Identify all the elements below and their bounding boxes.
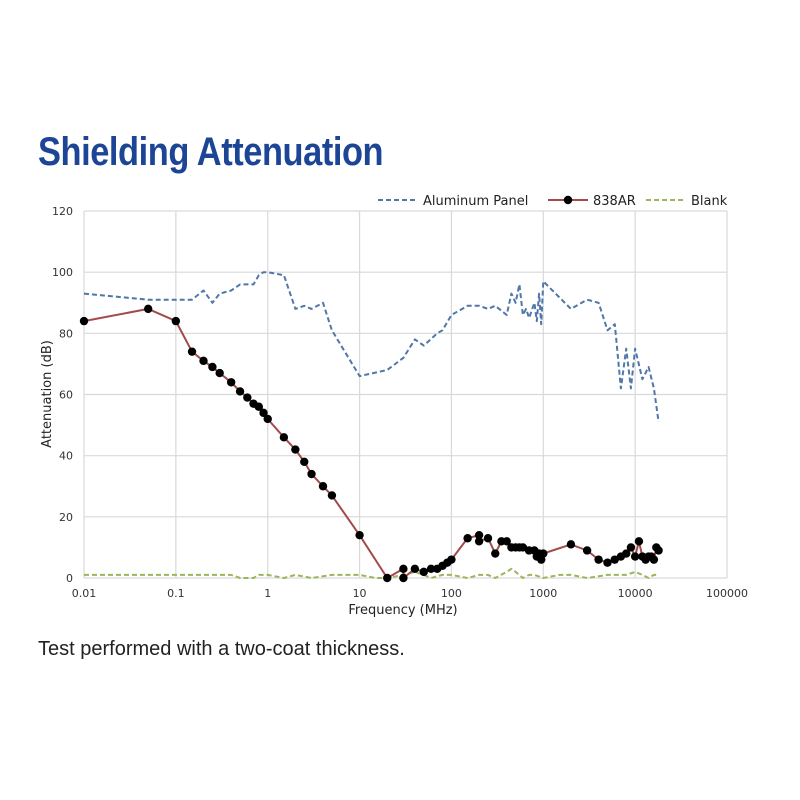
data-point xyxy=(259,408,268,418)
data-point xyxy=(410,564,420,574)
x-tick-label: 0.1 xyxy=(167,587,185,600)
data-point xyxy=(474,537,484,546)
data-point xyxy=(491,549,500,558)
data-point xyxy=(215,368,224,378)
page-title: Shielding Attenuation xyxy=(38,130,384,174)
series-line-aluminum-panel xyxy=(83,271,660,423)
y-axis-ticks: 0 20 40 60 80 100 120 xyxy=(52,205,73,585)
y-tick-label: 40 xyxy=(59,450,73,463)
series-line-838ar xyxy=(83,307,660,579)
series-blank xyxy=(84,567,659,579)
series-838ar xyxy=(79,304,663,583)
x-tick-label: 0.01 xyxy=(72,587,97,600)
data-point xyxy=(622,549,631,558)
data-point xyxy=(187,347,197,356)
data-point xyxy=(399,573,408,583)
series-line-blank xyxy=(84,567,659,579)
data-point xyxy=(318,482,328,491)
data-point xyxy=(144,304,153,314)
legend-label-aluminum-panel: Aluminum Panel xyxy=(423,194,528,209)
x-tick-label: 10 xyxy=(353,587,367,600)
y-tick-label: 100 xyxy=(52,266,73,279)
data-point xyxy=(383,573,392,583)
data-point xyxy=(79,316,89,326)
legend-label-blank: Blank xyxy=(691,194,728,209)
data-point xyxy=(235,387,245,396)
series-aluminum-panel xyxy=(83,271,660,423)
y-tick-label: 0 xyxy=(66,572,73,585)
data-point xyxy=(254,402,264,411)
caption: Test performed with a two-coat thickness… xyxy=(38,638,405,660)
data-point xyxy=(483,534,493,543)
data-point xyxy=(208,362,217,372)
x-tick-label: 10000 xyxy=(618,587,653,600)
data-point xyxy=(291,445,300,454)
data-point xyxy=(399,564,408,574)
y-axis-label: Attenuation (dB) xyxy=(40,340,55,448)
y-tick-label: 20 xyxy=(59,511,73,524)
legend-label-838ar: 838AR xyxy=(593,194,636,209)
legend-marker-838ar xyxy=(563,195,573,205)
data-point xyxy=(243,393,252,402)
data-point xyxy=(463,534,472,543)
data-point xyxy=(263,414,272,424)
x-tick-label: 100000 xyxy=(706,587,748,600)
x-axis-label: Frequency (MHz) xyxy=(348,603,457,618)
data-point xyxy=(199,356,208,366)
data-point xyxy=(594,555,603,564)
data-point xyxy=(502,537,511,546)
data-point xyxy=(626,543,636,552)
data-point xyxy=(474,530,484,540)
data-point xyxy=(654,546,663,555)
x-axis-ticks: 0.01 0.1 1 10 100 1000 10000 100000 xyxy=(72,587,748,600)
data-point xyxy=(634,537,644,546)
data-point xyxy=(355,530,364,540)
data-point xyxy=(566,540,576,549)
y-tick-label: 80 xyxy=(59,327,73,340)
x-tick-label: 100 xyxy=(441,587,462,600)
grid xyxy=(83,210,728,579)
x-tick-label: 1000 xyxy=(529,587,557,600)
series-layer xyxy=(79,271,663,583)
data-point xyxy=(582,546,592,555)
data-point xyxy=(327,491,337,500)
y-tick-label: 120 xyxy=(52,205,73,218)
legend: Aluminum Panel 838AR Blank xyxy=(378,194,728,209)
data-point xyxy=(279,433,289,442)
data-point xyxy=(447,555,456,564)
data-point xyxy=(539,549,548,558)
data-point xyxy=(630,552,640,561)
data-point xyxy=(300,457,309,466)
y-tick-label: 60 xyxy=(59,389,73,402)
data-point xyxy=(426,564,436,574)
data-point xyxy=(419,567,428,577)
data-point xyxy=(307,469,316,479)
data-point xyxy=(226,378,236,387)
data-point xyxy=(603,558,612,567)
x-tick-label: 1 xyxy=(264,587,271,600)
data-point xyxy=(171,316,181,326)
data-point xyxy=(649,555,659,564)
